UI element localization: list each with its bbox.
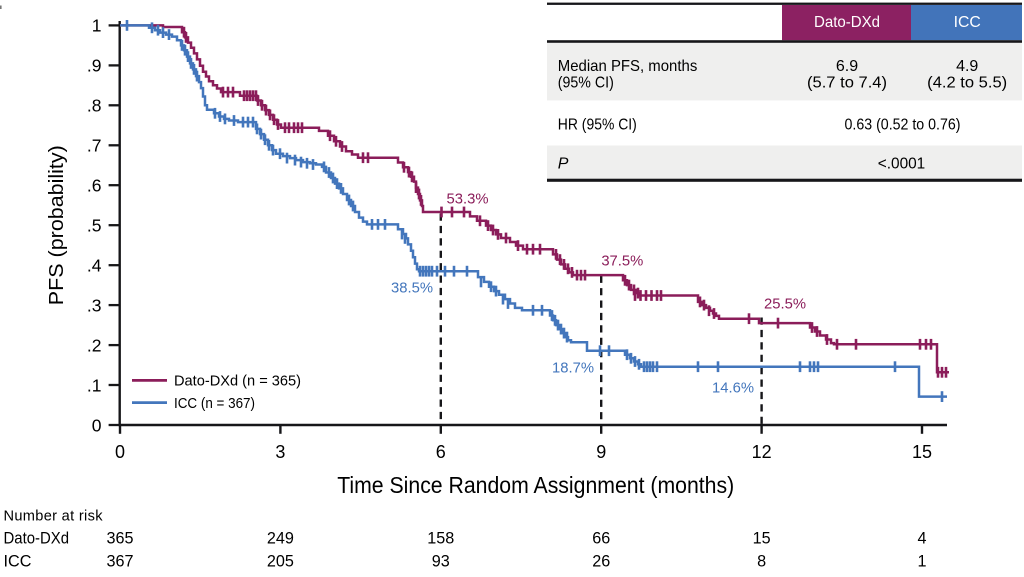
svg-text:0: 0 [115,442,125,462]
svg-text:(95% CI): (95% CI) [558,75,614,92]
svg-text:0: 0 [92,415,102,435]
svg-text:.8: .8 [87,96,102,116]
svg-text:249: 249 [267,529,294,547]
svg-text:PFS (probability): PFS (probability) [46,145,68,305]
svg-text:.5: .5 [87,216,102,236]
svg-text:(4.2 to 5.5): (4.2 to 5.5) [927,75,1007,92]
svg-text:(5.7 to 7.4): (5.7 to 7.4) [807,75,887,92]
svg-text:26: 26 [592,552,610,570]
svg-text:.1: .1 [87,375,102,395]
svg-text:12: 12 [752,442,772,462]
svg-text:P: P [558,156,569,173]
svg-text:Median PFS, months: Median PFS, months [558,58,698,75]
svg-text:205: 205 [267,552,294,570]
svg-text:9: 9 [596,442,606,462]
svg-text:93: 93 [432,552,450,570]
svg-text:ICC: ICC [4,552,32,570]
svg-text:Number at risk: Number at risk [4,508,104,524]
svg-text:0.63 (0.52 to 0.76): 0.63 (0.52 to 0.76) [845,117,961,134]
svg-text:3: 3 [275,442,285,462]
svg-text:15: 15 [912,442,932,462]
svg-text:1: 1 [92,16,102,36]
svg-text:365: 365 [106,529,133,547]
svg-text:Time Since Random Assignment (: Time Since Random Assignment (months) [337,472,734,498]
svg-text:158: 158 [427,529,454,547]
svg-text:4: 4 [917,529,926,547]
svg-text:25.5%: 25.5% [764,296,806,312]
svg-text:66: 66 [592,529,610,547]
svg-text:6: 6 [436,442,446,462]
svg-text:Dato-DXd: Dato-DXd [4,529,70,547]
svg-text:38.5%: 38.5% [391,280,433,296]
svg-text:53.3%: 53.3% [447,191,489,207]
svg-text:.3: .3 [87,295,102,315]
svg-text:367: 367 [106,552,133,570]
svg-text:Dato-DXd (n = 365): Dato-DXd (n = 365) [174,374,301,390]
svg-text:.6: .6 [87,176,102,196]
svg-text:6.9: 6.9 [836,58,858,75]
svg-text:4.9: 4.9 [956,58,978,75]
svg-text:ICC: ICC [954,14,981,31]
svg-text:15: 15 [753,529,771,547]
svg-text:18.7%: 18.7% [552,360,594,376]
svg-text:8: 8 [757,552,766,570]
svg-text:Dato-DXd: Dato-DXd [814,14,880,31]
svg-text:14.6%: 14.6% [712,380,754,396]
svg-text:<.0001: <.0001 [878,156,926,173]
svg-text:.4: .4 [87,256,102,276]
svg-text:HR (95% CI): HR (95% CI) [558,117,637,134]
svg-text:ICC (n = 367): ICC (n = 367) [174,396,255,412]
svg-text:.9: .9 [87,56,102,76]
svg-text:.7: .7 [87,136,102,156]
svg-text:37.5%: 37.5% [601,253,643,269]
svg-text:.2: .2 [87,335,102,355]
svg-text:1: 1 [917,552,926,570]
